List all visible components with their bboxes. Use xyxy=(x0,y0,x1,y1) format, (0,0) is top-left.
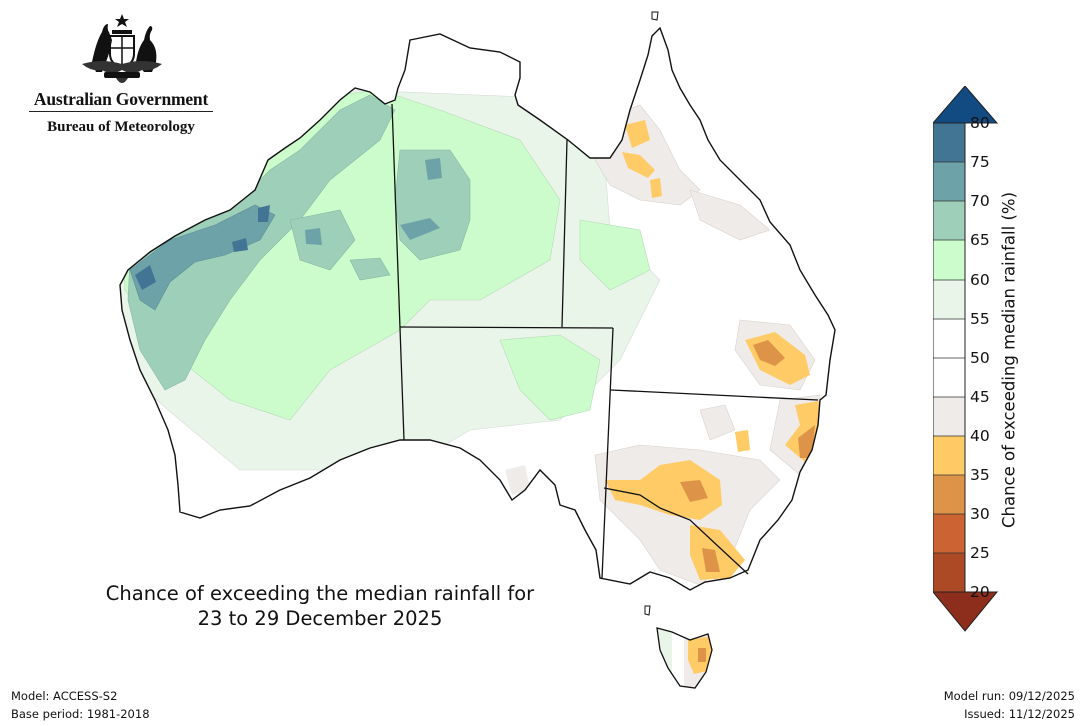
tick-65: 65 xyxy=(970,231,990,249)
map-title-line1: Chance of exceeding the median rainfall … xyxy=(105,582,535,605)
tick-45: 45 xyxy=(970,388,990,406)
bom-logo: Australian Government Bureau of Meteorol… xyxy=(26,10,216,140)
model-name: Model: ACCESS-S2 xyxy=(11,689,118,703)
tick-55: 55 xyxy=(970,310,990,328)
tick-70: 70 xyxy=(970,192,990,210)
org-secondary-name: Bureau of Meteorology xyxy=(47,119,195,135)
tick-40: 40 xyxy=(970,427,990,445)
colorbar-title: Chance of exceeding median rainfall (%) xyxy=(999,191,1019,529)
footer-run-info: Model run: 09/12/2025 Issued: 11/12/2025 xyxy=(944,687,1075,723)
tick-60: 60 xyxy=(970,271,990,289)
model-run-date: Model run: 09/12/2025 xyxy=(943,689,1075,703)
coat-of-arms-icon xyxy=(82,14,162,83)
issued-date: Issued: 11/12/2025 xyxy=(964,707,1075,721)
rainfall-outlook-map xyxy=(119,11,836,689)
map-title: Chance of exceeding the median rainfall … xyxy=(60,581,580,631)
mainland-fill xyxy=(120,28,835,590)
footer-model-info: Model: ACCESS-S2 Base period: 1981-2018 xyxy=(11,687,150,723)
tick-75: 75 xyxy=(970,153,990,171)
org-primary-name: Australian Government xyxy=(33,89,209,109)
base-period: Base period: 1981-2018 xyxy=(11,707,150,721)
tick-80: 80 xyxy=(970,114,990,132)
colorbar xyxy=(933,86,999,632)
tick-20: 20 xyxy=(970,583,990,601)
tick-25: 25 xyxy=(970,544,990,562)
logo-divider xyxy=(29,111,213,112)
tick-50: 50 xyxy=(970,349,990,367)
tick-35: 35 xyxy=(970,466,990,484)
state-borders xyxy=(391,103,819,579)
tasmania-coastline xyxy=(656,627,713,689)
map-title-line2: 23 to 29 December 2025 xyxy=(197,607,443,630)
tick-30: 30 xyxy=(970,505,990,523)
